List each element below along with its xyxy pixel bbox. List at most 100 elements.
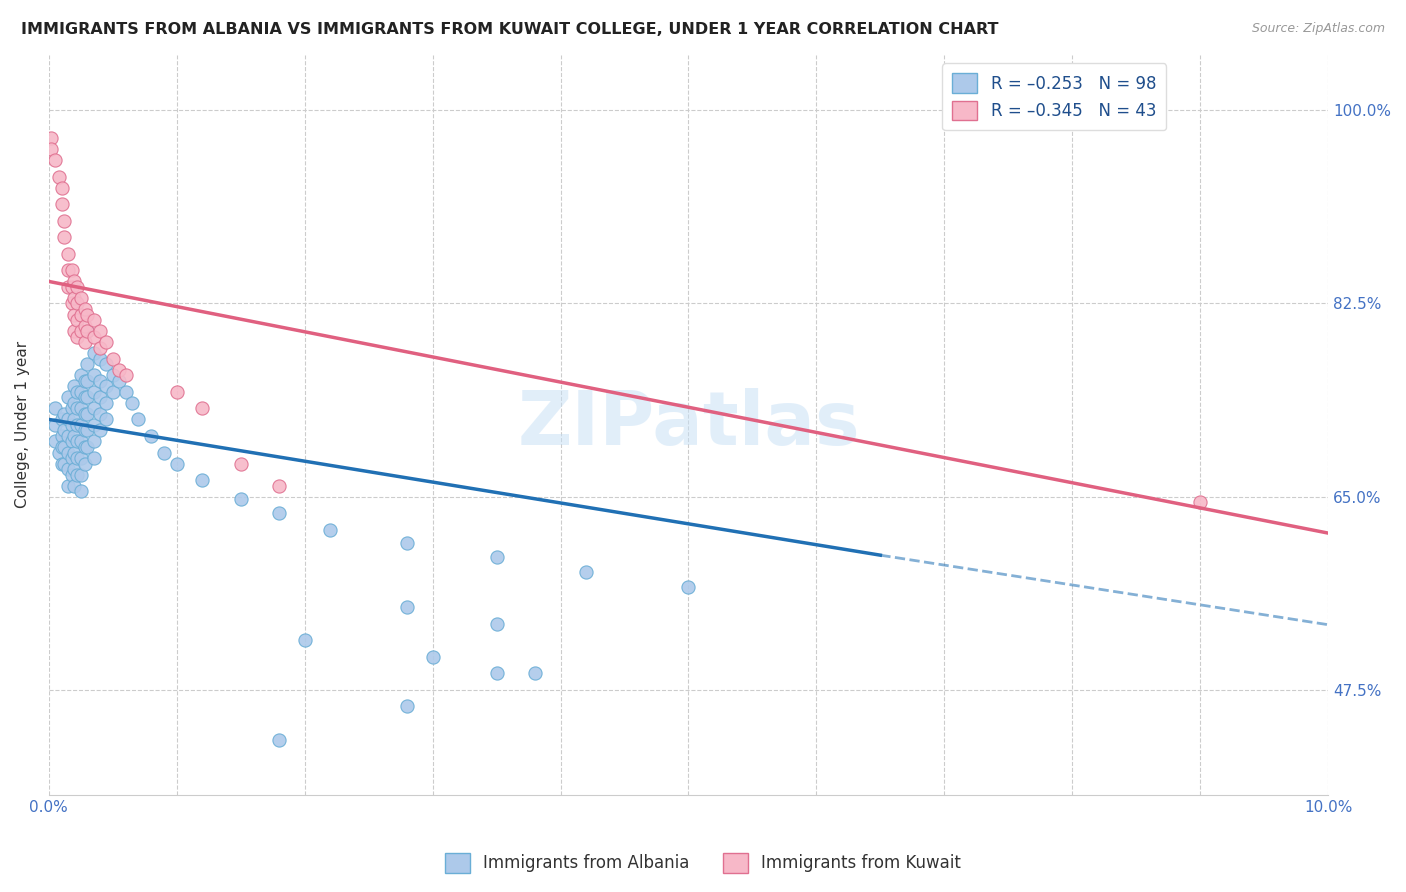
Point	[575, 565, 598, 579]
Point	[60, 467, 83, 482]
Point	[56, 247, 79, 261]
Point	[395, 600, 418, 615]
Point	[53, 424, 76, 438]
Point	[63, 308, 86, 322]
Point	[73, 407, 96, 421]
Point	[66, 280, 89, 294]
Point	[319, 523, 342, 537]
Point	[53, 440, 76, 454]
Point	[44, 153, 66, 167]
Point	[114, 368, 136, 383]
Point	[63, 324, 86, 338]
Point	[69, 384, 91, 399]
Point	[76, 374, 98, 388]
Point	[44, 434, 66, 449]
Point	[56, 263, 79, 277]
Point	[66, 329, 89, 343]
Point	[76, 357, 98, 371]
Point	[83, 313, 105, 327]
Point	[51, 412, 73, 426]
Point	[267, 732, 290, 747]
Point	[485, 666, 508, 681]
Point	[63, 412, 86, 426]
Text: IMMIGRANTS FROM ALBANIA VS IMMIGRANTS FROM KUWAIT COLLEGE, UNDER 1 YEAR CORRELAT: IMMIGRANTS FROM ALBANIA VS IMMIGRANTS FR…	[21, 22, 998, 37]
Point	[56, 445, 79, 459]
Point	[69, 467, 91, 482]
Point	[83, 329, 105, 343]
Point	[56, 478, 79, 492]
Point	[83, 417, 105, 432]
Point	[96, 357, 118, 371]
Point	[66, 417, 89, 432]
Point	[127, 412, 149, 426]
Point	[66, 296, 89, 310]
Point	[69, 434, 91, 449]
Point	[53, 213, 76, 227]
Point	[60, 263, 83, 277]
Point	[83, 346, 105, 360]
Point	[523, 666, 546, 681]
Text: Source: ZipAtlas.com: Source: ZipAtlas.com	[1251, 22, 1385, 36]
Point	[108, 362, 131, 376]
Point	[53, 407, 76, 421]
Point	[166, 457, 188, 471]
Point	[60, 417, 83, 432]
Point	[63, 274, 86, 288]
Point	[395, 536, 418, 550]
Point	[153, 445, 176, 459]
Point	[66, 450, 89, 465]
Point	[73, 390, 96, 404]
Point	[60, 296, 83, 310]
Point	[39, 142, 62, 156]
Point	[63, 396, 86, 410]
Point	[51, 457, 73, 471]
Point	[69, 324, 91, 338]
Point	[76, 424, 98, 438]
Point	[51, 180, 73, 194]
Point	[69, 308, 91, 322]
Point	[53, 230, 76, 244]
Point	[63, 429, 86, 443]
Point	[485, 550, 508, 565]
Point	[89, 390, 111, 404]
Point	[76, 308, 98, 322]
Point	[267, 506, 290, 520]
Point	[66, 313, 89, 327]
Point	[63, 379, 86, 393]
Point	[101, 351, 124, 366]
Text: ZIPatlas: ZIPatlas	[517, 388, 859, 461]
Point	[76, 324, 98, 338]
Point	[89, 374, 111, 388]
Point	[60, 434, 83, 449]
Point	[56, 412, 79, 426]
Point	[44, 401, 66, 416]
Point	[101, 384, 124, 399]
Point	[56, 429, 79, 443]
Point	[66, 384, 89, 399]
Point	[56, 280, 79, 294]
Point	[422, 649, 444, 664]
Point	[395, 699, 418, 714]
Point	[83, 434, 105, 449]
Point	[89, 341, 111, 355]
Point	[73, 374, 96, 388]
Point	[96, 335, 118, 350]
Point	[63, 291, 86, 305]
Point	[53, 457, 76, 471]
Point	[89, 351, 111, 366]
Point	[56, 462, 79, 476]
Point	[63, 462, 86, 476]
Point	[101, 368, 124, 383]
Point	[48, 169, 70, 184]
Point	[83, 368, 105, 383]
Point	[60, 401, 83, 416]
Point	[69, 368, 91, 383]
Point	[229, 491, 252, 506]
Point	[73, 335, 96, 350]
Point	[229, 457, 252, 471]
Point	[83, 450, 105, 465]
Point	[66, 467, 89, 482]
Point	[108, 374, 131, 388]
Point	[73, 440, 96, 454]
Point	[69, 291, 91, 305]
